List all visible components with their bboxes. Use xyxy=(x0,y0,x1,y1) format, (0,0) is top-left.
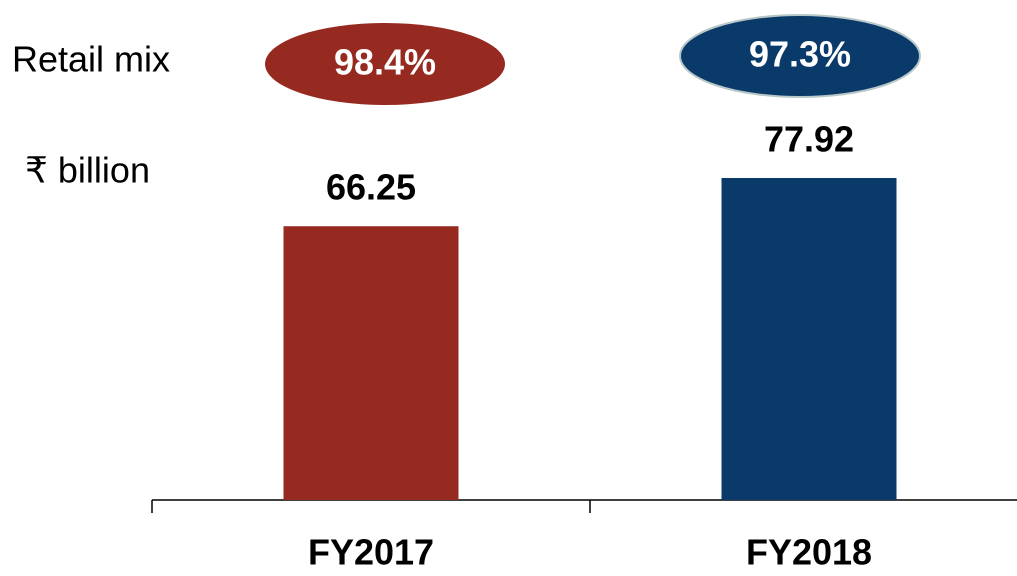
retail-mix-badge xyxy=(679,14,921,98)
bar xyxy=(283,226,459,500)
retail-mix-value: 98.4% xyxy=(334,42,436,83)
y-axis-label: ₹ billion xyxy=(25,150,150,191)
x-tick-label: FY2018 xyxy=(746,532,872,573)
retail-mix-label: Retail mix xyxy=(12,39,170,80)
data-label: 66.25 xyxy=(326,167,416,208)
data-label: 77.92 xyxy=(764,119,854,160)
x-tick-label: FY2017 xyxy=(308,532,434,573)
retail-mix-value: 97.3% xyxy=(749,34,851,75)
bar xyxy=(721,178,897,500)
retail-mix-badge xyxy=(265,23,505,105)
